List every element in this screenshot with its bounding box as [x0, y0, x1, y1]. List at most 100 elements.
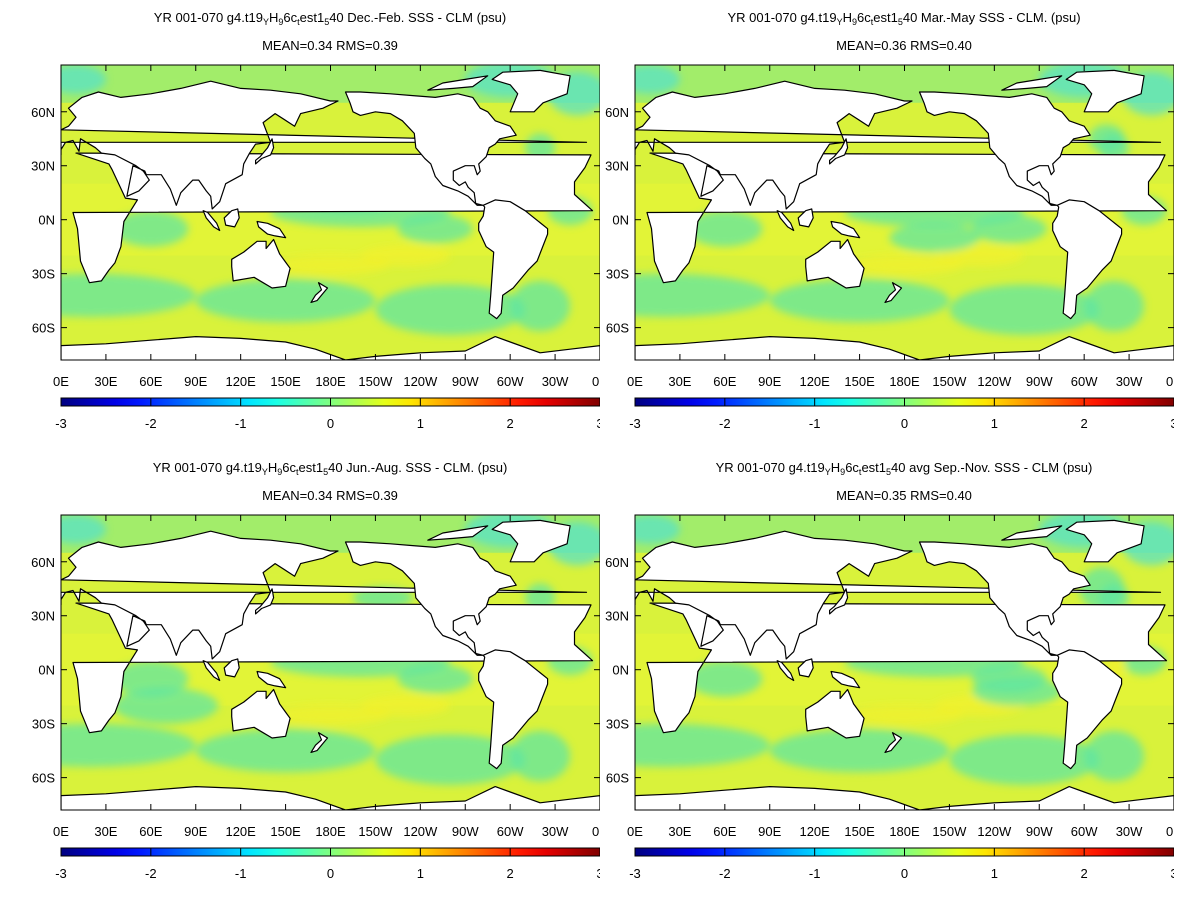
anomaly-patch: [635, 723, 770, 767]
borneo-land: [223, 208, 240, 228]
newguinea-land: [830, 220, 861, 239]
panel-jja: YR 001-070 g4.t19YH96ctest1540 Jun.-Aug.…: [0, 450, 600, 900]
x-tick-label: 120W: [403, 824, 438, 839]
north-america-land: [344, 91, 517, 206]
australia-land: [805, 688, 865, 739]
greenland-land: [491, 519, 571, 563]
australia-land: [231, 238, 291, 289]
y-tick-label: 30N: [31, 609, 55, 624]
x-tick-label: 180E: [889, 824, 920, 839]
y-tick-label: 60S: [32, 321, 55, 336]
colorbar-tick-label: 0: [327, 866, 334, 881]
x-tick-label: 0E: [627, 824, 643, 839]
x-tick-label: 0E: [592, 374, 600, 389]
x-tick-label: 30W: [542, 374, 569, 389]
colorbar-tick-label: 2: [1081, 866, 1088, 881]
colorbar-tick-label: 0: [327, 416, 334, 431]
eurasia-land: [635, 530, 1162, 660]
x-tick-label: 120W: [977, 824, 1012, 839]
anomaly-patch: [61, 515, 106, 544]
y-tick-label: 30N: [605, 609, 629, 624]
x-tick-label: 120W: [403, 374, 438, 389]
y-tick-label: 60S: [606, 771, 629, 786]
y-tick-label: 60S: [606, 321, 629, 336]
y-tick-label: 60N: [605, 555, 629, 570]
x-tick-label: 30E: [668, 824, 691, 839]
sumatra-land: [202, 660, 221, 682]
y-tick-label: 60N: [31, 105, 55, 120]
anomaly-patch: [61, 273, 196, 317]
japan-land: [255, 138, 275, 165]
x-tick-label: 30E: [668, 374, 691, 389]
anomaly-patch: [61, 65, 106, 94]
anomaly-patch: [1084, 730, 1145, 782]
anomaly-patch: [397, 664, 473, 694]
sumatra-land: [776, 210, 795, 232]
panel-stats: MEAN=0.34 RMS=0.39: [262, 488, 398, 503]
x-tick-label: 150E: [844, 824, 875, 839]
y-tick-label: 30N: [605, 159, 629, 174]
y-tick-label: 0N: [38, 663, 55, 678]
arctic-islands-land: [1001, 525, 1063, 541]
north-america-land: [918, 541, 1091, 656]
newguinea-land: [256, 670, 287, 689]
x-tick-label: 90E: [758, 374, 781, 389]
colorbar-tick-label: 3: [596, 866, 600, 881]
x-tick-label: 90E: [758, 824, 781, 839]
x-tick-label: 150W: [932, 824, 967, 839]
colorbar-tick-label: 1: [991, 416, 998, 431]
anomaly-patch: [397, 214, 473, 244]
greenland-land: [1065, 519, 1145, 563]
y-tick-label: 30N: [31, 159, 55, 174]
south-america-land: [478, 199, 549, 320]
anomaly-patch: [949, 284, 1100, 335]
colorbar-tick-label: -3: [55, 866, 67, 881]
anomaly-patch: [687, 210, 763, 247]
y-tick-label: 30S: [32, 267, 55, 282]
x-tick-label: 30W: [1116, 824, 1143, 839]
arctic-islands-land: [427, 525, 489, 541]
anomaly-patch: [1084, 280, 1145, 332]
anomaly-patch: [113, 210, 189, 247]
x-tick-label: 0E: [627, 374, 643, 389]
colorbar-tick-label: 2: [507, 866, 514, 881]
south-america-land: [1052, 199, 1123, 320]
x-tick-label: 120E: [799, 824, 830, 839]
colorbar-tick-label: 1: [417, 416, 424, 431]
x-tick-label: 60E: [713, 824, 736, 839]
nz-land: [884, 282, 903, 303]
y-tick-label: 0N: [38, 213, 55, 228]
x-tick-label: 60E: [139, 824, 162, 839]
nz-land: [310, 732, 329, 753]
x-tick-label: 150E: [844, 374, 875, 389]
newguinea-land: [830, 670, 861, 689]
australia-land: [231, 688, 291, 739]
panel-mam: YR 001-070 g4.t19YH96ctest1540 Mar.-May …: [574, 0, 1174, 450]
y-tick-label: 60S: [32, 771, 55, 786]
japan-land: [829, 588, 849, 615]
anomaly-patch: [375, 284, 526, 335]
nz-land: [310, 282, 329, 303]
y-tick-label: 0N: [612, 213, 629, 228]
x-tick-label: 60E: [713, 374, 736, 389]
eurasia-land: [61, 530, 588, 660]
anomaly-patch: [769, 279, 950, 323]
x-tick-label: 90W: [1026, 374, 1053, 389]
colorbar-tick-label: -3: [55, 416, 67, 431]
australia-land: [805, 238, 865, 289]
south-america-land: [478, 649, 549, 770]
colorbar-tick-label: -1: [235, 416, 247, 431]
x-tick-label: 120E: [225, 374, 256, 389]
anomaly-patch: [971, 214, 1047, 244]
japan-land: [255, 588, 275, 615]
anomaly-patch: [844, 703, 965, 726]
eurasia-land: [61, 80, 588, 210]
anomaly-patch: [375, 734, 526, 785]
colorbar-tick-label: -1: [809, 416, 821, 431]
colorbar-tick-label: -2: [719, 866, 731, 881]
sumatra-land: [776, 660, 795, 682]
panel-stats: MEAN=0.34 RMS=0.39: [262, 38, 398, 53]
x-tick-label: 30E: [94, 374, 117, 389]
